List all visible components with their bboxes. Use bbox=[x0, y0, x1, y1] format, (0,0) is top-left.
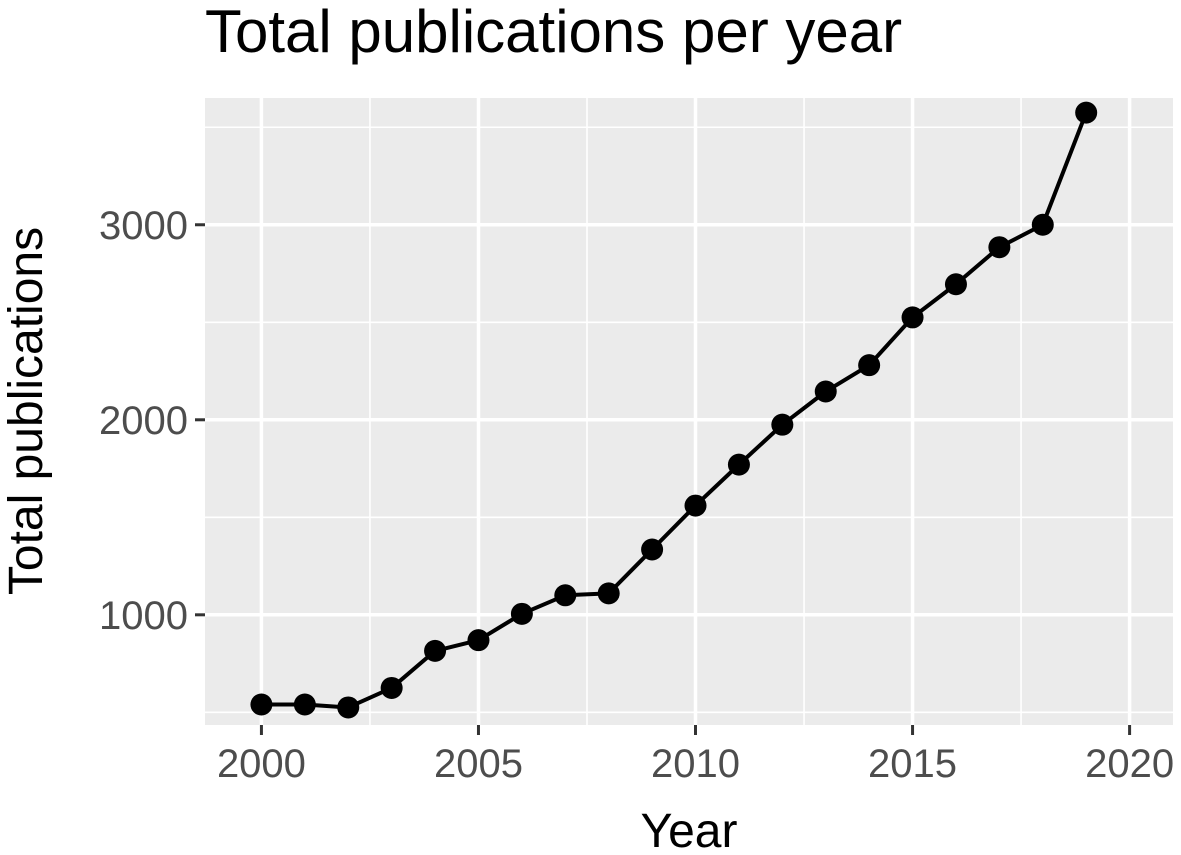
grid-minor bbox=[205, 98, 1173, 725]
data-point bbox=[1031, 213, 1054, 236]
data-point bbox=[684, 494, 707, 517]
data-point bbox=[988, 236, 1011, 259]
y-tick-label: 3000 bbox=[99, 204, 188, 248]
data-point bbox=[641, 538, 664, 561]
x-tick-label: 2020 bbox=[1085, 742, 1174, 786]
data-point bbox=[467, 629, 490, 652]
x-axis: 2000 2005 2010 2015 2020 bbox=[217, 725, 1174, 786]
x-tick-label: 2015 bbox=[868, 742, 957, 786]
y-axis: 1000 2000 3000 bbox=[99, 204, 205, 638]
data-point bbox=[597, 582, 620, 605]
y-tick-label: 1000 bbox=[99, 594, 188, 638]
data-layer bbox=[250, 101, 1098, 719]
data-point bbox=[901, 306, 924, 329]
grid-major bbox=[205, 98, 1173, 725]
x-tick-label: 2010 bbox=[651, 742, 740, 786]
y-axis-title: Total publications bbox=[0, 227, 53, 595]
x-axis-title: Year bbox=[641, 805, 738, 855]
data-point bbox=[380, 676, 403, 699]
data-point bbox=[250, 693, 273, 716]
x-tick-label: 2000 bbox=[217, 742, 306, 786]
data-point bbox=[510, 602, 533, 625]
data-point bbox=[771, 413, 794, 436]
data-point bbox=[424, 639, 447, 662]
data-point bbox=[858, 354, 881, 377]
data-point bbox=[554, 584, 577, 607]
y-tick-label: 2000 bbox=[99, 399, 188, 443]
data-point bbox=[814, 380, 837, 403]
chart-title: Total publications per year bbox=[205, 0, 902, 65]
data-point bbox=[337, 696, 360, 719]
data-point bbox=[1075, 101, 1098, 124]
x-tick-label: 2005 bbox=[434, 742, 523, 786]
data-point bbox=[293, 693, 316, 716]
plot-panel bbox=[205, 98, 1173, 725]
data-point bbox=[944, 273, 967, 296]
data-point bbox=[727, 453, 750, 476]
